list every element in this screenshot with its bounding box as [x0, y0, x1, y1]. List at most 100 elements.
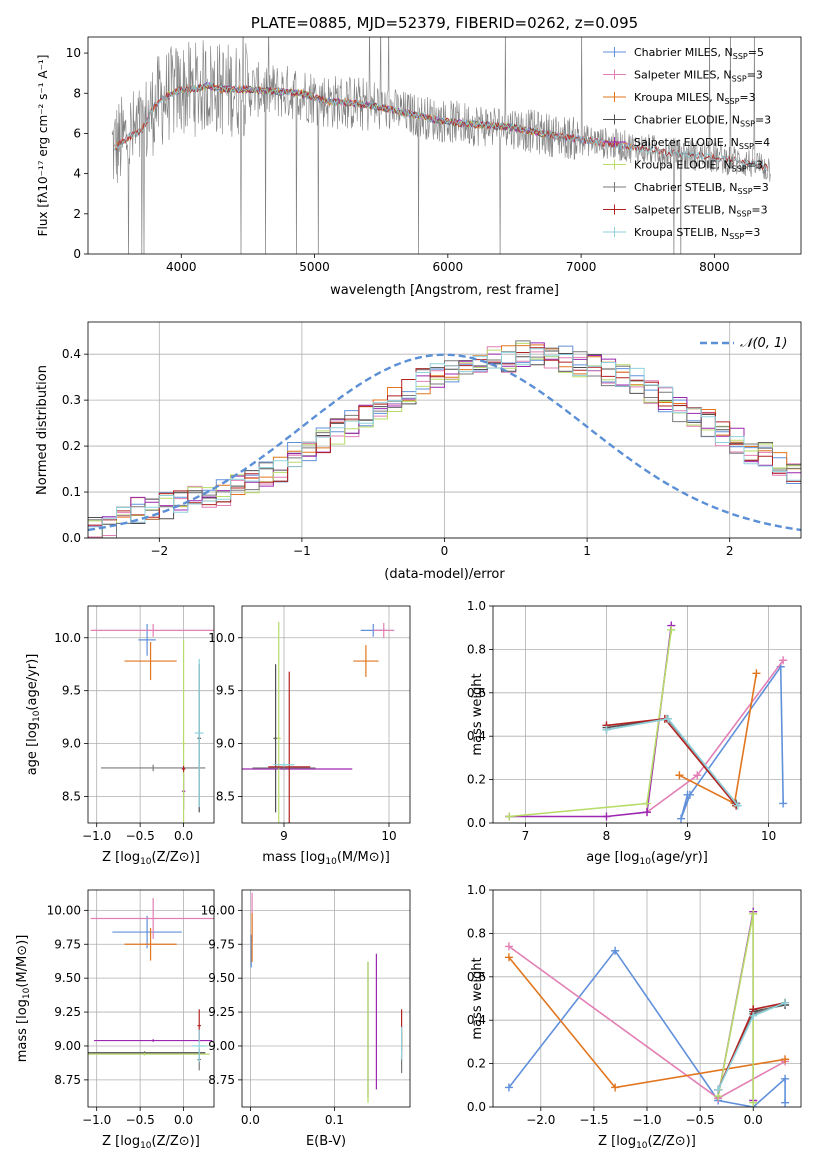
y-tick-label: 9.50 [54, 971, 81, 985]
y-tick-label: 1.0 [467, 599, 486, 613]
marker-kroupa_stelib [714, 1085, 723, 1094]
chart-title: PLATE=0885, MJD=52379, FIBERID=0262, z=0… [251, 14, 638, 32]
residuals-axes: −2 −1 0 1 2 0.0 0.1 0.2 0.3 0.4 [62, 322, 801, 558]
marker-kroupa_stelib [781, 998, 790, 1007]
weight_vs_age-axes: 7 8 9 10 0.0 0.2 0.4 0.6 0.8 1.0 [467, 599, 801, 843]
mass_vs_ebv-axes: 0.0 0.1 8.75 9.00 9.25 9.50 9.75 10.00 [201, 890, 410, 1127]
x-axis-label: wavelength [Angstrom, rest frame] [330, 283, 559, 298]
y-axis-label: Normed distribution [35, 365, 50, 495]
legend-entry: Salpeter STELIB, NSSP=3 [634, 204, 768, 219]
legend-entry: Kroupa ELODIE, NSSP=3 [634, 159, 763, 174]
x-tick-label: 7 [522, 829, 530, 843]
marker-salpeter_elodie [602, 812, 611, 821]
legend-entry: Kroupa MILES, NSSP=3 [634, 91, 756, 106]
line-kroupa_stelib [606, 717, 739, 807]
y-tick-label: 0.2 [467, 1057, 486, 1071]
marker-kroupa_miles [504, 953, 513, 962]
x-axis-label: age [log10(age/yr)] [586, 850, 708, 867]
x-tick-label: 5000 [299, 260, 330, 274]
age_vs_Z-axes: −1.0 −0.5 0.0 8.5 9.0 9.5 10.0 [54, 606, 214, 843]
marker-chabrier_miles [611, 946, 620, 955]
y-tick-label: 0.4 [62, 347, 81, 361]
y-tick-label: 9.0 [216, 737, 235, 751]
marker-kroupa_miles [752, 669, 761, 678]
line-salpeter_stelib [606, 717, 737, 807]
legend-entry: Chabrier ELODIE, NSSP=3 [634, 114, 771, 129]
y-tick-label: 8 [73, 86, 81, 100]
x-tick-label: 9 [280, 829, 288, 843]
marker-salpeter_miles [693, 771, 702, 780]
marker-kroupa_elodie [505, 812, 514, 821]
y-axis-label: mass weight [470, 673, 485, 755]
y-tick-label: 9.00 [54, 1039, 81, 1053]
marker-chabrier_miles [781, 1098, 790, 1107]
age_vs_Z-errorbars [90, 623, 214, 823]
x-axis-label: Z [log10(Z/Z⊙)] [598, 1134, 696, 1151]
y-tick-label: 9.0 [62, 737, 81, 751]
x-tick-label: 0 [441, 544, 449, 558]
x-tick-label: 8 [603, 829, 611, 843]
marker-chabrier_miles [683, 790, 692, 799]
marker-salpeter_miles [779, 656, 788, 665]
marker-kroupa_miles [781, 1055, 790, 1064]
spectrum-frame [87, 36, 802, 255]
y-tick-label: 9.00 [208, 1039, 235, 1053]
y-tick-label: 0.2 [62, 439, 81, 453]
mass_vs_Z-errorbars [88, 898, 214, 1071]
x-axis-label: mass [log10(M/M⊙)] [262, 850, 390, 867]
observed-spectrum [111, 37, 771, 254]
line-kroupa_elodie [717, 913, 755, 1103]
x-tick-label: 0.0 [241, 1113, 260, 1127]
y-tick-label: 0.8 [467, 926, 486, 940]
marker-chabrier_miles [781, 1074, 790, 1083]
marker-kroupa_elodie [643, 799, 651, 808]
weight_vs_Z-frame [492, 889, 802, 1108]
marker-kroupa_miles [611, 1083, 620, 1092]
y-tick-label: 0 [73, 247, 81, 261]
y-tick-label: 0.4 [467, 729, 486, 743]
marker-kroupa_elodie [749, 1098, 758, 1107]
y-tick-label: 0.8 [467, 642, 486, 656]
y-tick-label: 8.5 [216, 790, 235, 804]
x-tick-label: 0.0 [174, 829, 193, 843]
x-tick-label: 0.1 [325, 1113, 344, 1127]
x-tick-label: −2.0 [526, 1113, 555, 1127]
age_vs_mass-errorbars [242, 621, 395, 823]
y-axis-label: mass [log10(M/M⊙)] [15, 935, 32, 1063]
y-tick-label: 8.75 [208, 1073, 235, 1087]
y-tick-label: 1.0 [467, 883, 486, 897]
x-tick-label: −0.5 [126, 829, 155, 843]
y-tick-label: 0.6 [467, 686, 486, 700]
x-tick-label: −1.0 [82, 829, 111, 843]
line-chabrier_miles [680, 664, 784, 819]
y-tick-label: 8.75 [54, 1073, 81, 1087]
x-tick-label: 6000 [433, 260, 464, 274]
spectrum-axes: 4000 5000 6000 7000 8000 0 2 4 6 8 10 [66, 46, 730, 274]
legend-entry: Chabrier MILES, NSSP=5 [634, 46, 764, 61]
x-tick-label: 7000 [566, 260, 597, 274]
marker-salpeter_miles [504, 942, 513, 951]
weight_vs_Z-axes: −2.0 −1.5 −1.0 −0.5 0.0 0.0 0.2 0.4 0.6 0.8 1.0 [467, 883, 801, 1127]
marker-kroupa_stelib [749, 1011, 758, 1020]
x-tick-label: −0.5 [686, 1113, 715, 1127]
y-tick-label: 10.0 [208, 631, 235, 645]
y-axis-label: age [log10(age/yr)] [25, 654, 42, 776]
x-tick-label: −2 [150, 544, 168, 558]
x-tick-label: 9 [684, 829, 692, 843]
x-tick-label: −0.5 [126, 1113, 155, 1127]
x-tick-label: 8000 [699, 260, 730, 274]
marker-salpeter_elodie [643, 808, 651, 817]
weight_vs_age-series [505, 621, 788, 823]
y-axis-label: mass weight [470, 957, 485, 1039]
hist-kroupa_stelib [88, 348, 801, 528]
spectrum-lines [111, 37, 771, 254]
weight_vs_Z-series [504, 907, 790, 1107]
y-tick-label: 9.75 [208, 937, 235, 951]
line-chabrier_elodie [606, 717, 737, 805]
legend-entry: Kroupa STELIB, NSSP=3 [634, 226, 760, 241]
residuals-frame [87, 321, 802, 539]
x-tick-label: −1.5 [579, 1113, 608, 1127]
x-tick-label: 0.0 [744, 1113, 763, 1127]
marker-kroupa_miles [675, 771, 684, 780]
